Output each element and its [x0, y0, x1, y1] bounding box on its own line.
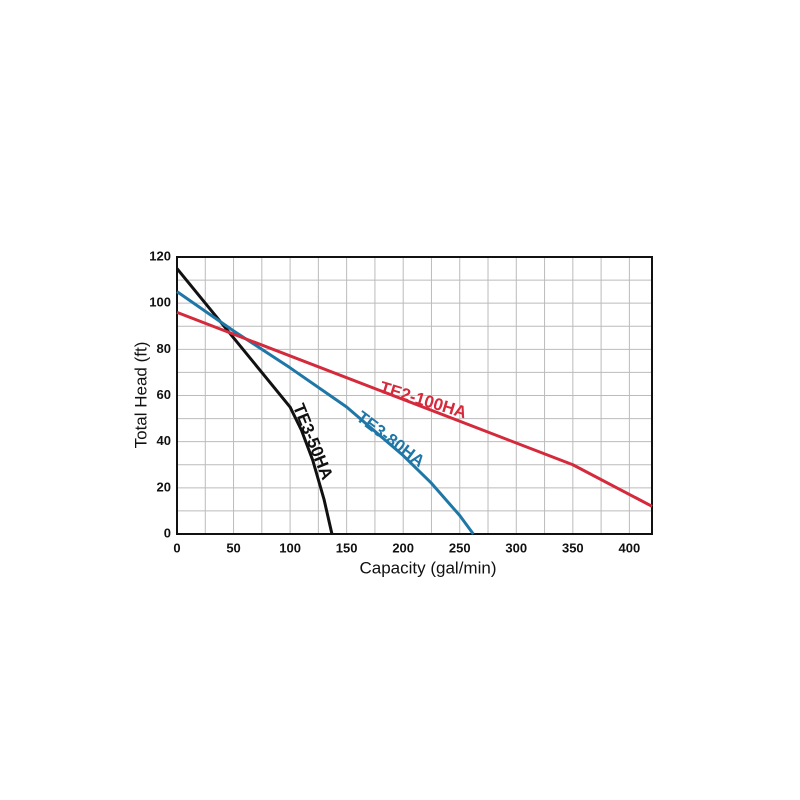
y-tick-label: 0: [164, 525, 171, 540]
plot-frame: [176, 256, 653, 535]
x-tick-label: 300: [505, 540, 527, 555]
x-tick-label: 200: [392, 540, 414, 555]
y-tick-label: 60: [157, 387, 171, 402]
series-label: TE2-100HA: [378, 378, 469, 422]
y-tick-label: 40: [157, 433, 171, 448]
x-tick-label: 100: [279, 540, 301, 555]
x-tick-label: 0: [173, 540, 180, 555]
y-axis-title: Total Head (ft): [131, 342, 150, 449]
y-tick-label: 80: [157, 341, 171, 356]
x-tick-label: 250: [449, 540, 471, 555]
x-tick-label: 350: [562, 540, 584, 555]
y-tick-label: 20: [157, 479, 171, 494]
y-tick-label: 120: [149, 248, 171, 263]
series-line: [176, 311, 653, 508]
x-axis-title: Capacity (gal/min): [360, 558, 497, 577]
series-label: TE3-80HA: [353, 407, 429, 471]
y-tick-label: 100: [149, 295, 171, 310]
x-tick-label: 400: [619, 540, 641, 555]
series-line: [175, 267, 334, 535]
x-tick-label: 50: [226, 540, 240, 555]
x-tick-label: 150: [336, 540, 358, 555]
